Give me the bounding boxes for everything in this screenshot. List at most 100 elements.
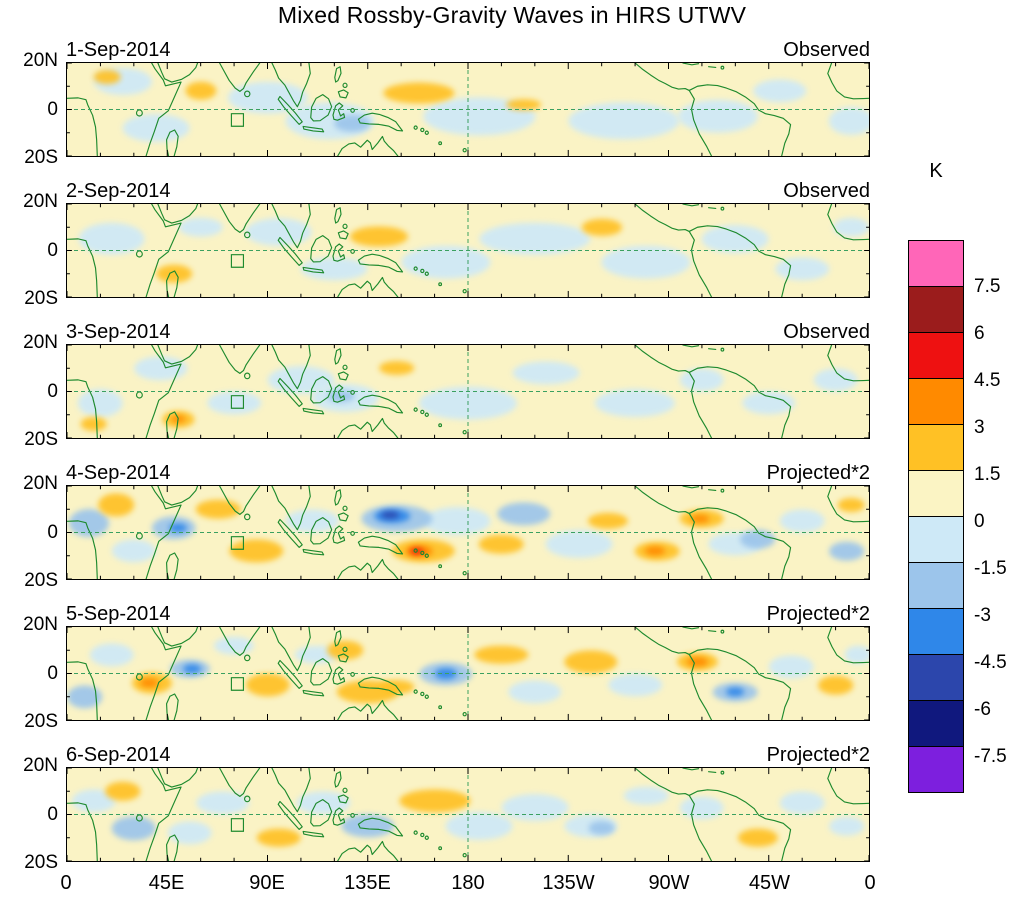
anomaly-blob <box>300 257 368 281</box>
panel-date-label: 2-Sep-2014 <box>66 180 171 202</box>
gridlines <box>67 345 869 438</box>
colorbar-swatch <box>908 608 964 655</box>
panel-source-label: Observed <box>783 180 870 202</box>
panel-header: 1-Sep-2014 Observed <box>66 38 870 62</box>
colorbar-tick-label: 6 <box>974 323 985 344</box>
map-overlay <box>67 627 869 720</box>
panel-date-label: 5-Sep-2014 <box>66 603 171 625</box>
y-tick-20s: 20S <box>24 147 58 169</box>
y-axis-labels: 20N 0 20S <box>2 614 66 732</box>
anomaly-blob <box>690 514 709 523</box>
anomaly-blob <box>327 390 355 402</box>
anomaly-blob <box>581 219 622 236</box>
y-tick-0: 0 <box>47 803 58 825</box>
anomaly-blob <box>104 781 141 801</box>
map-overlay <box>67 63 869 156</box>
anomaly-blob <box>111 816 157 841</box>
anomaly-blob <box>140 678 159 688</box>
panel-date-label: 3-Sep-2014 <box>66 321 171 343</box>
colorbar-tick-label: -1.5 <box>974 558 1007 579</box>
anomaly-blob <box>383 82 455 104</box>
anomaly-blob <box>601 245 691 279</box>
panel-date-label: 6-Sep-2014 <box>66 744 171 766</box>
anomaly-blob <box>608 673 662 697</box>
anomaly-blob <box>381 511 399 519</box>
y-axis-labels: 20N 0 20S <box>2 332 66 450</box>
panel-header: 2-Sep-2014 Observed <box>66 179 870 203</box>
colorbar-tick-label: -6 <box>974 699 991 720</box>
anomaly-blob <box>813 368 858 392</box>
map-panel: 5-Sep-2014 Projected*2 20N 0 20S <box>2 602 870 732</box>
colorbar-swatch <box>908 332 964 379</box>
map-canvas <box>66 203 870 298</box>
anomaly-blob <box>505 99 542 111</box>
anomaly-blob <box>645 546 666 556</box>
anomaly-field <box>67 204 869 297</box>
anomaly-blob <box>78 389 123 418</box>
gridlines <box>67 486 869 579</box>
anomaly-blob <box>156 264 192 284</box>
anomaly-blob <box>296 791 350 815</box>
x-tick-label: 135W <box>542 872 595 894</box>
anomaly-blob <box>182 664 201 674</box>
anomaly-blob <box>423 506 491 535</box>
anomaly-field <box>67 768 869 861</box>
gridlines <box>67 768 869 861</box>
anomaly-blob <box>817 675 854 695</box>
y-tick-20n: 20N <box>23 49 58 71</box>
figure-title: Mixed Rossby-Gravity Waves in HIRS UTWV <box>277 2 747 28</box>
anomaly-blob <box>739 530 776 549</box>
y-tick-20n: 20N <box>23 613 58 635</box>
anomaly-blob <box>563 650 618 674</box>
y-tick-20n: 20N <box>23 754 58 776</box>
anomaly-field <box>67 63 869 156</box>
y-tick-20s: 20S <box>24 288 58 310</box>
map-panel: 3-Sep-2014 Observed 20N 0 20S <box>2 320 870 450</box>
anomaly-blob <box>594 389 676 418</box>
colorbar-swatch <box>908 700 964 747</box>
anomaly-blob <box>588 512 629 530</box>
gridlines <box>67 204 869 297</box>
map-canvas <box>66 767 870 862</box>
map-overlay <box>67 345 869 438</box>
anomaly-blob <box>833 217 869 237</box>
anomaly-blob <box>768 654 814 679</box>
colorbar-swatch <box>908 240 964 287</box>
x-tick-label: 180 <box>451 872 485 894</box>
anomaly-blob <box>445 812 513 841</box>
anomaly-blob <box>178 217 223 237</box>
x-tick-label: 135E <box>344 872 391 894</box>
x-tick-label: 0 <box>60 872 72 894</box>
anomaly-blob <box>378 361 415 376</box>
colorbar-tick-label: -3 <box>974 605 991 626</box>
x-tick-label: 90E <box>249 872 285 894</box>
anomaly-blob <box>398 788 471 813</box>
map-panel: 1-Sep-2014 Observed 20N 0 20S <box>2 38 870 168</box>
anomaly-blob <box>474 645 529 665</box>
colorbar-swatch <box>908 746 964 793</box>
anomaly-blob <box>89 643 134 667</box>
colorbar-swatch <box>908 424 964 471</box>
panel-date-label: 4-Sep-2014 <box>66 462 171 484</box>
anomaly-blob <box>545 530 613 559</box>
anomaly-blob <box>828 816 865 836</box>
x-tick-label: 45W <box>748 872 791 894</box>
anomaly-blob <box>701 224 769 253</box>
anomaly-blob <box>80 417 108 432</box>
anomaly-blob <box>779 509 825 533</box>
anomaly-blob <box>111 539 157 563</box>
y-tick-0: 0 <box>47 521 58 543</box>
map-canvas <box>66 626 870 721</box>
y-tick-20s: 20S <box>24 711 58 733</box>
anomaly-blob <box>679 795 725 820</box>
map-panels: 1-Sep-2014 Observed 20N 0 20S <box>2 38 870 884</box>
colorbar-tick-label: -7.5 <box>974 746 1007 767</box>
y-tick-20s: 20S <box>24 429 58 451</box>
anomaly-blob <box>67 685 103 709</box>
anomaly-blob <box>169 523 188 533</box>
anomaly-blob <box>479 534 524 554</box>
y-axis-labels: 20N 0 20S <box>2 473 66 591</box>
x-tick-label: 45E <box>148 872 185 894</box>
y-tick-20n: 20N <box>23 472 58 494</box>
gridlines <box>67 63 869 156</box>
